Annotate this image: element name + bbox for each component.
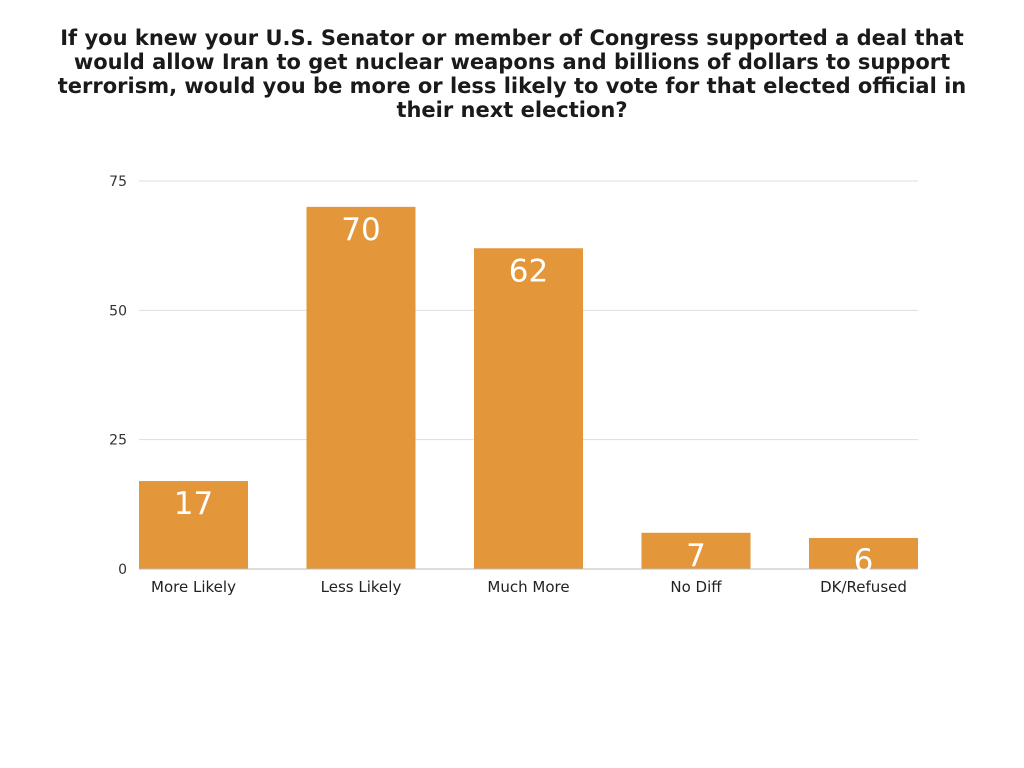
bar-value-label: 70: [341, 212, 380, 248]
bar-value-label: 62: [509, 253, 548, 289]
bar: [139, 481, 248, 569]
bar-value-label: 7: [686, 538, 706, 574]
bars: [139, 206, 918, 569]
bar-value-labels: 17 70 62 7 6: [174, 212, 874, 579]
x-category-label: DK/Refused: [820, 578, 907, 596]
bar: [474, 248, 583, 569]
bar-value-label: 6: [854, 543, 874, 579]
bar-value-label: 17: [174, 486, 213, 522]
x-category-label: Less Likely: [321, 578, 402, 596]
x-category-label: More Likely: [151, 578, 236, 596]
x-axis-category-labels: More Likely Less Likely Much More No Diff DK…: [151, 578, 907, 596]
x-category-label: No Diff: [670, 578, 722, 596]
chart-title: If you knew your U.S. Senator or member …: [57, 26, 967, 122]
bar: [306, 206, 416, 569]
y-tick-label: 0: [118, 562, 127, 578]
x-category-label: Much More: [487, 578, 569, 596]
bar: [809, 537, 918, 569]
bar: [641, 532, 751, 569]
y-tick-label: 25: [109, 433, 127, 449]
y-axis-ticks: 0 25 50 75: [109, 174, 127, 578]
y-tick-label: 50: [109, 303, 127, 319]
y-tick-label: 75: [109, 174, 127, 190]
